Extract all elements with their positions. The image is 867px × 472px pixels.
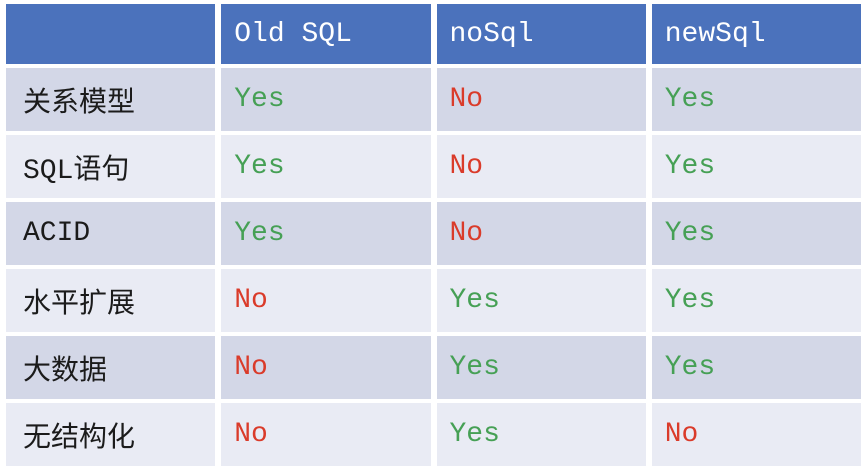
cell-value: No	[436, 202, 646, 265]
cell-value: No	[221, 269, 431, 332]
table-body: 关系模型 Yes No Yes SQL语句 Yes No Yes ACID Yes No Yes 水平扩…	[6, 68, 861, 466]
cell-value: Yes	[651, 135, 861, 198]
row-label: 大数据	[6, 336, 216, 399]
cell-value: Yes	[221, 135, 431, 198]
row-label: 关系模型	[6, 68, 216, 131]
cell-value: Yes	[221, 202, 431, 265]
table-row: ACID Yes No Yes	[6, 202, 861, 265]
row-label: 水平扩展	[6, 269, 216, 332]
table-row: 水平扩展 No Yes Yes	[6, 269, 861, 332]
row-label: SQL语句	[6, 135, 216, 198]
cell-value: No	[436, 68, 646, 131]
column-header-newsql: newSql	[651, 4, 861, 64]
cell-value: No	[651, 403, 861, 466]
cell-value: Yes	[221, 68, 431, 131]
cell-value: Yes	[436, 269, 646, 332]
cell-value: Yes	[651, 68, 861, 131]
cell-value: Yes	[436, 403, 646, 466]
row-label: ACID	[6, 202, 216, 265]
column-header-nosql: noSql	[436, 4, 646, 64]
header-row: Old SQL noSql newSql	[6, 4, 861, 64]
table-row: 无结构化 No Yes No	[6, 403, 861, 466]
cell-value: Yes	[651, 202, 861, 265]
cell-value: Yes	[436, 336, 646, 399]
cell-value: Yes	[651, 269, 861, 332]
row-label: 无结构化	[6, 403, 216, 466]
cell-value: No	[221, 336, 431, 399]
cell-value: No	[221, 403, 431, 466]
table-row: 关系模型 Yes No Yes	[6, 68, 861, 131]
table-row: SQL语句 Yes No Yes	[6, 135, 861, 198]
column-header-old-sql: Old SQL	[221, 4, 431, 64]
table-row: 大数据 No Yes Yes	[6, 336, 861, 399]
column-header-blank	[6, 4, 216, 64]
cell-value: Yes	[651, 336, 861, 399]
cell-value: No	[436, 135, 646, 198]
table-header: Old SQL noSql newSql	[6, 4, 861, 64]
